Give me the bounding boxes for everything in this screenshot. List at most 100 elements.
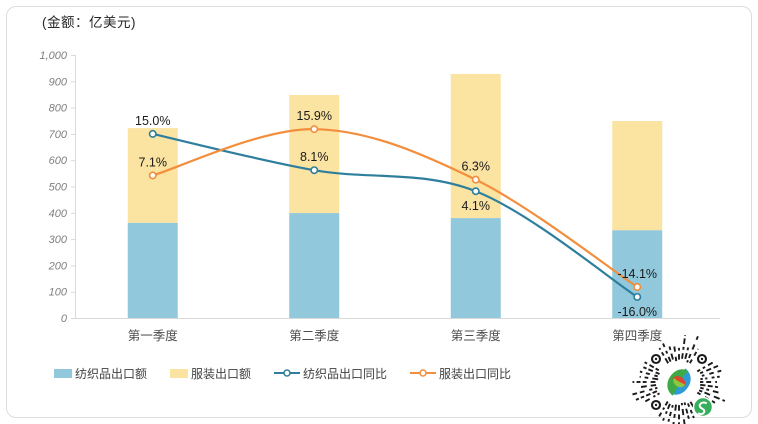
- qr-dash: [707, 361, 714, 367]
- data-label: 15.0%: [135, 114, 170, 128]
- qr-dash: [661, 351, 665, 357]
- bar-segment-textile_bar-2: [450, 218, 501, 318]
- qr-dash: [643, 366, 647, 370]
- qr-dash: [686, 347, 690, 351]
- qr-dash: [658, 347, 662, 351]
- y-tick-label: 500: [49, 182, 68, 194]
- y-tick-label: 400: [49, 208, 68, 220]
- x-category-label: 第二季度: [289, 328, 340, 343]
- qr-link-glyph: [698, 401, 707, 415]
- qr-dash: [665, 350, 669, 354]
- qr-dash: [649, 364, 655, 369]
- qr-dash: [709, 371, 714, 375]
- qr-eye-dot: [654, 357, 658, 361]
- data-label: 6.3%: [462, 160, 491, 174]
- qr-dash: [717, 369, 722, 373]
- data-point-marker: [471, 175, 480, 184]
- qr-dash: [674, 356, 678, 362]
- qr-dash: [699, 371, 704, 375]
- qr-dash: [654, 386, 658, 390]
- qr-dash: [686, 359, 689, 363]
- data-label: 8.1%: [300, 150, 329, 164]
- y-tick-label: 300: [49, 234, 68, 246]
- qr-dash: [652, 394, 656, 398]
- data-point-marker: [633, 282, 642, 291]
- qr-dash: [657, 392, 660, 396]
- y-tick-label: 900: [49, 76, 68, 88]
- qr-code: [632, 335, 726, 424]
- textile-bar-swatch-icon: [54, 368, 72, 378]
- y-tick-label: 1,000: [39, 50, 67, 62]
- qr-dash: [684, 352, 688, 360]
- qr-dash: [707, 384, 713, 388]
- data-label: 15.9%: [297, 109, 332, 123]
- data-label: -14.1%: [617, 267, 657, 281]
- qr-dash: [668, 346, 672, 351]
- qr-dash: [662, 417, 665, 421]
- legend: 纺织品出口额 服装出口额 纺织品出口同比 服装出口同比: [54, 363, 511, 383]
- qr-dash: [698, 389, 703, 393]
- qr-dash: [645, 392, 651, 397]
- x-category-label: 第四季度: [612, 328, 663, 343]
- qr-eye-dot: [700, 357, 704, 361]
- qr-dash: [667, 356, 672, 362]
- qr-eye-icon: [650, 353, 662, 365]
- y-tick-label: 100: [49, 287, 68, 299]
- qr-dash: [691, 344, 696, 350]
- qr-dash: [662, 343, 666, 348]
- line-marker-icon: [410, 369, 437, 377]
- qr-dash: [655, 371, 660, 375]
- legend-label: 服装出口额: [191, 366, 252, 381]
- qr-dash: [644, 398, 651, 403]
- y-tick-label: 800: [49, 103, 68, 115]
- clothing-bar-swatch-icon: [170, 368, 189, 378]
- qr-eye-icon: [696, 353, 708, 365]
- y-tick-label: 0: [61, 313, 68, 325]
- qr-dash: [648, 368, 654, 373]
- qr-dash: [649, 388, 653, 391]
- y-tick-label: 200: [48, 260, 68, 272]
- chart-title: (金额：亿美元): [42, 15, 136, 30]
- qr-dash: [645, 372, 651, 376]
- qr-dash: [673, 413, 676, 419]
- qr-dash: [683, 338, 686, 345]
- qr-eye-dot: [654, 403, 658, 407]
- qr-dash: [658, 412, 663, 417]
- qr-dash: [635, 397, 640, 401]
- qr-dash: [713, 395, 720, 400]
- bar-segment-textile_bar-0: [127, 222, 178, 318]
- qr-dash: [713, 364, 719, 369]
- data-point-marker: [148, 171, 157, 180]
- qr-dash: [695, 335, 699, 341]
- x-category-label: 第三季度: [451, 328, 502, 343]
- x-category-label: 第一季度: [128, 328, 179, 343]
- qr-dash: [704, 391, 711, 396]
- qr-dash: [700, 383, 706, 387]
- line-textile_line: [152, 132, 638, 298]
- data-point-marker: [148, 129, 157, 138]
- y-tick-label: 600: [49, 155, 68, 167]
- legend-label: 服装出口同比: [439, 366, 512, 381]
- qr-dash: [673, 346, 676, 352]
- qr-dash: [687, 415, 690, 420]
- qr-eye-icon: [650, 399, 662, 411]
- qr-dash: [652, 390, 658, 394]
- qr-dash: [696, 391, 701, 396]
- qr-dash: [644, 361, 648, 365]
- qr-dash: [640, 385, 647, 388]
- qr-dash: [681, 408, 685, 416]
- legend-label: 纺织品出口额: [75, 366, 148, 381]
- qr-dash: [701, 374, 705, 377]
- qr-dash: [696, 368, 701, 373]
- bar-segment-textile_bar-1: [289, 213, 340, 318]
- qr-dash: [722, 399, 726, 402]
- y-tick-label: 700: [49, 129, 68, 141]
- qr-dash: [702, 366, 706, 370]
- qr-dash: [686, 403, 691, 408]
- qr-dash: [711, 400, 716, 404]
- qr-dash: [683, 402, 687, 406]
- qr-dash: [639, 390, 645, 394]
- qr-dash: [693, 351, 698, 357]
- data-point-marker: [310, 125, 319, 134]
- data-label: -16.0%: [617, 305, 657, 319]
